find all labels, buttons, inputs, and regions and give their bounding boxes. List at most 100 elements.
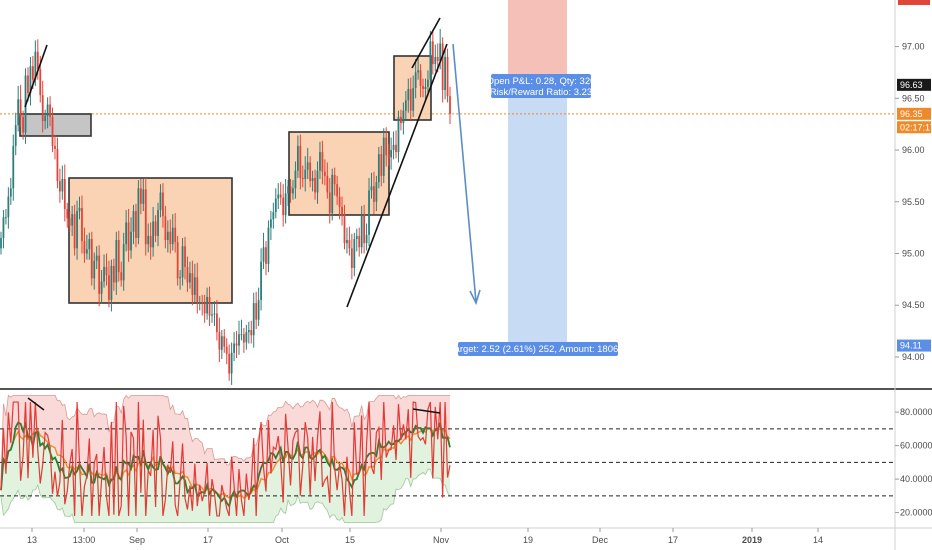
price-tag-label: 96.35 <box>900 109 923 119</box>
candle-body <box>343 216 346 244</box>
candle-body <box>144 189 147 245</box>
candle-body <box>17 99 20 126</box>
candle-body <box>203 303 206 314</box>
osc-tick-label: 40.0000 <box>900 474 932 484</box>
time-tick-label: 13:00 <box>73 535 96 545</box>
candle-body <box>412 87 415 111</box>
candle-body <box>323 171 326 176</box>
price-tick-label: 95.00 <box>902 248 925 258</box>
candle-body <box>85 249 88 254</box>
time-tick-label: 17 <box>668 535 678 545</box>
candle-body <box>331 174 334 214</box>
candle-body <box>63 178 66 210</box>
candle-body <box>294 170 297 189</box>
candle-body <box>350 248 353 268</box>
candle-body <box>392 144 395 151</box>
candle-body <box>228 353 231 374</box>
time-tick-label: Nov <box>433 535 450 545</box>
candle-body <box>296 145 299 171</box>
consolidation-box-gray[interactable] <box>19 113 92 137</box>
projection-arrow[interactable] <box>452 43 481 306</box>
osc-divergence-line-left[interactable] <box>27 397 45 411</box>
candle-body <box>12 145 15 189</box>
candle-body <box>441 43 444 91</box>
candle-body <box>39 69 42 96</box>
candle-body <box>90 239 93 279</box>
candle-body <box>130 231 132 251</box>
candle-body <box>272 212 275 220</box>
candle-body <box>83 241 86 254</box>
candle-body <box>211 314 213 316</box>
candle-body <box>220 336 223 350</box>
time-tick-label: 13 <box>27 535 37 545</box>
candle-body <box>304 169 307 179</box>
price-tick-label: 97.00 <box>902 42 925 52</box>
candle-body <box>152 221 155 248</box>
candle-body <box>287 186 289 194</box>
rising-trend-line[interactable] <box>346 43 448 308</box>
candle-body <box>41 95 44 122</box>
candle-body <box>110 265 113 301</box>
time-tick-label: Oct <box>275 535 290 545</box>
candle-body <box>385 137 388 156</box>
time-tick-label: Sep <box>129 535 145 545</box>
stop-loss-zone[interactable] <box>508 0 567 85</box>
candle-body <box>326 175 329 193</box>
candle-body <box>255 303 258 320</box>
candle-body <box>135 211 137 238</box>
candle-body <box>186 266 189 283</box>
candle-body <box>117 240 120 273</box>
candle-body <box>235 343 238 346</box>
candle-body <box>49 104 51 117</box>
candle-body <box>449 96 451 114</box>
candle-body <box>257 300 260 320</box>
candle-body <box>404 100 407 111</box>
candle-body <box>309 162 312 182</box>
osc-fast-line <box>0 401 451 517</box>
trend-line-august-peak[interactable] <box>24 44 48 108</box>
candle-body <box>93 260 96 279</box>
candle-body <box>387 155 390 158</box>
candle-body <box>338 196 341 207</box>
candle-body <box>289 186 292 194</box>
candle-body <box>407 88 410 101</box>
osc-tick-label: 80.0000 <box>900 407 932 417</box>
candle-body <box>250 330 253 336</box>
candle-body <box>245 332 248 343</box>
candle-body <box>169 231 172 245</box>
candle-body <box>78 207 81 212</box>
candle-body <box>176 242 179 279</box>
candle-body <box>73 214 76 249</box>
candle-body <box>189 273 191 283</box>
candle-body <box>373 186 375 202</box>
candle-body <box>368 190 370 235</box>
candle-body <box>262 247 265 262</box>
candle-body <box>429 41 432 80</box>
price-axis[interactable]: 97.00 96.50 96.00 95.50 95.00 94.50 94.00 <box>895 42 925 362</box>
candle-body <box>81 207 83 242</box>
candle-body <box>434 56 437 65</box>
candle-body <box>348 240 351 249</box>
profit-target-zone[interactable] <box>508 84 567 346</box>
oscillator-trend-lines <box>27 397 441 414</box>
candle-body <box>46 104 49 116</box>
candle-body <box>162 192 164 217</box>
candle-body <box>184 246 186 267</box>
time-tick-label: 15 <box>345 535 355 545</box>
oscillator-axis[interactable]: 80.0000 60.0000 40.0000 20.0000 <box>895 407 932 518</box>
candle-body <box>216 313 218 333</box>
time-axis[interactable]: 13 13:00 Sep 17 Oct 15 Nov 19 Dec 17 2019 14 <box>27 528 823 545</box>
candle-body <box>417 70 420 73</box>
candle-body <box>14 125 17 146</box>
candle-body <box>240 334 243 336</box>
candle-body <box>377 154 380 183</box>
trend-line-wedge-top[interactable] <box>411 17 441 69</box>
candle-body <box>301 177 304 179</box>
candle-body <box>98 255 101 294</box>
candle-body <box>125 222 128 245</box>
candle-body <box>363 215 366 244</box>
candle-body <box>115 240 118 283</box>
osc-divergence-line-right[interactable] <box>412 408 441 414</box>
candle-body <box>395 144 397 153</box>
